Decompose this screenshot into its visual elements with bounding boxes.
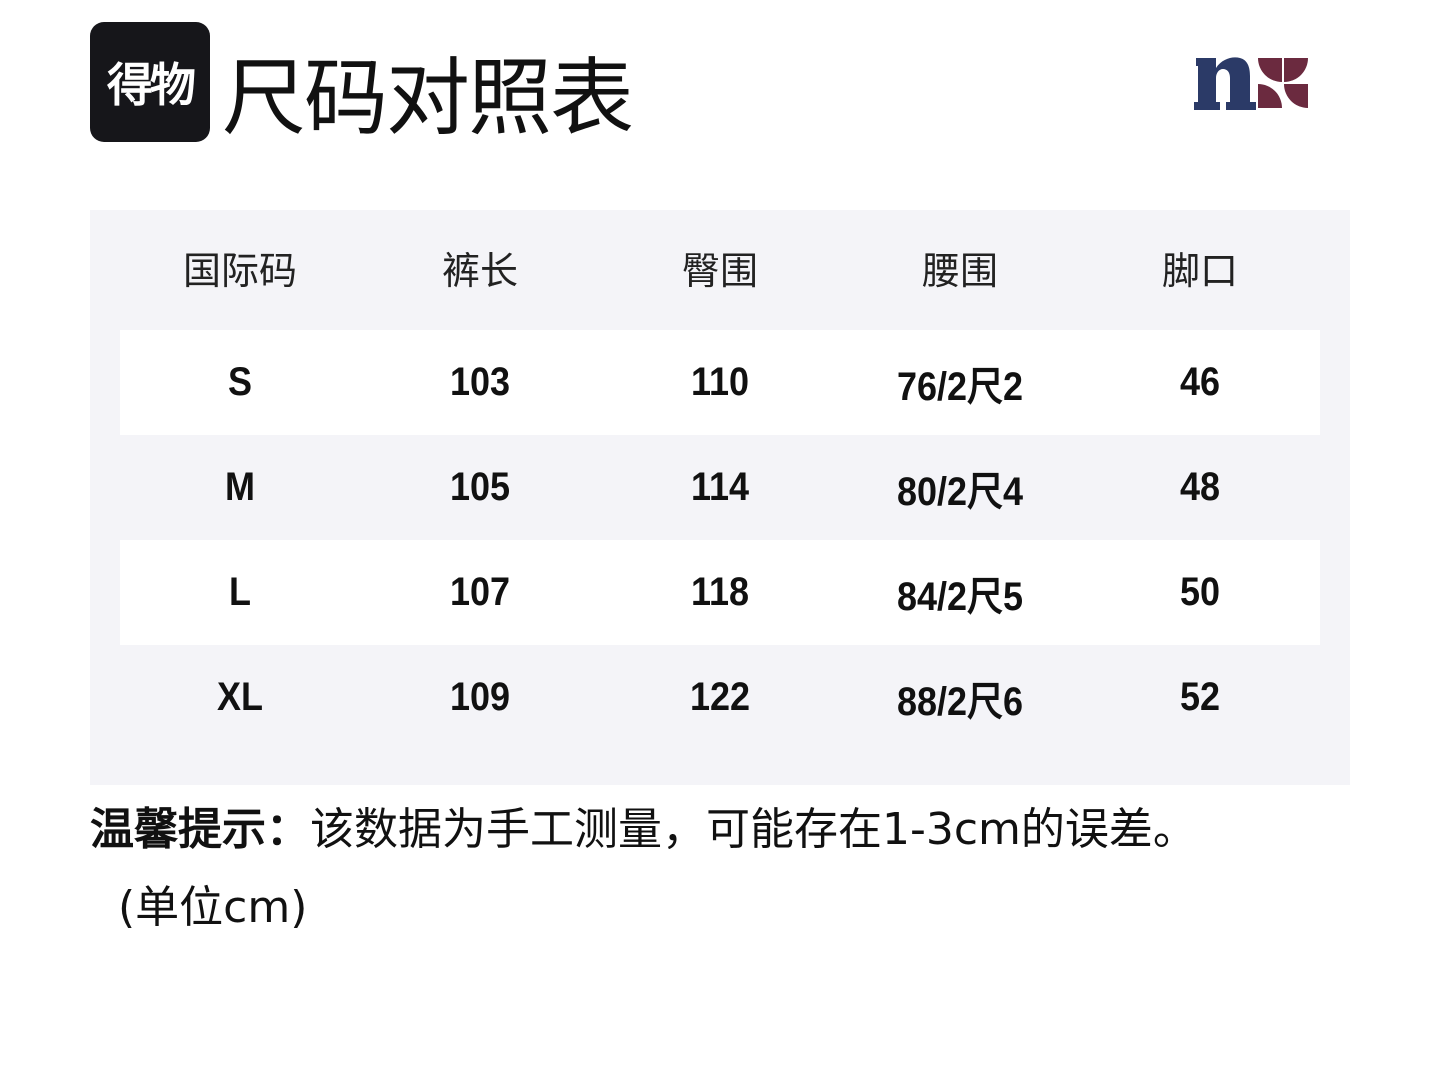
- table-cell: 52: [1179, 675, 1221, 719]
- table-cell: M: [224, 465, 255, 509]
- note-label: 温馨提示：: [90, 804, 310, 855]
- column-header: 国际码: [182, 249, 297, 293]
- table-cell: 50: [1179, 570, 1221, 614]
- table-cell: 118: [690, 570, 750, 614]
- unit-note: (单位cm): [118, 882, 308, 933]
- measurement-note: 温馨提示：该数据为手工测量，可能存在1-3cm的误差。: [90, 800, 1197, 860]
- size-table: 国际码 裤长 臀围 腰围 脚口 S 103 110 76/2尺2 46 M 10…: [90, 210, 1350, 785]
- app-logo: 得物: [90, 22, 210, 142]
- table-cell: 122: [689, 675, 751, 719]
- table-row: S 103 110 76/2尺2 46: [120, 330, 1320, 435]
- table-cell: S: [227, 360, 253, 404]
- table-cell: 103: [449, 360, 511, 404]
- column-header: 腰围: [921, 249, 998, 293]
- table-cell: 46: [1179, 360, 1221, 404]
- page-title: 尺码对照表: [222, 49, 634, 147]
- column-header: 臀围: [681, 249, 758, 293]
- column-header: 裤长: [441, 249, 518, 293]
- table-row: M 105 114 80/2尺4 48: [120, 435, 1320, 540]
- brand-logo-icon: [1194, 57, 1308, 110]
- table-cell: 76/2尺2: [896, 364, 1024, 409]
- table-cell: L: [229, 570, 251, 614]
- table-cell: 109: [449, 675, 511, 719]
- table-cell: 110: [690, 360, 750, 404]
- note-text: 该数据为手工测量，可能存在1-3cm的误差。: [310, 804, 1197, 855]
- table-cell: 80/2尺4: [896, 469, 1024, 514]
- table-row: XL 109 122 88/2尺6 52: [120, 645, 1320, 750]
- table-cell: 48: [1179, 465, 1221, 509]
- table-cell: 114: [690, 465, 750, 509]
- table-cell: 107: [449, 570, 511, 614]
- column-header: 脚口: [1161, 249, 1238, 293]
- table-cell: 84/2尺5: [896, 574, 1024, 619]
- table-row: L 107 118 84/2尺5 50: [120, 540, 1320, 645]
- table-cell: 105: [449, 465, 511, 509]
- brand-logo: [1194, 54, 1310, 114]
- table-cell: 88/2尺6: [896, 679, 1024, 724]
- table-cell: XL: [216, 675, 264, 719]
- table-header: 国际码 裤长 臀围 腰围 脚口: [120, 230, 1320, 305]
